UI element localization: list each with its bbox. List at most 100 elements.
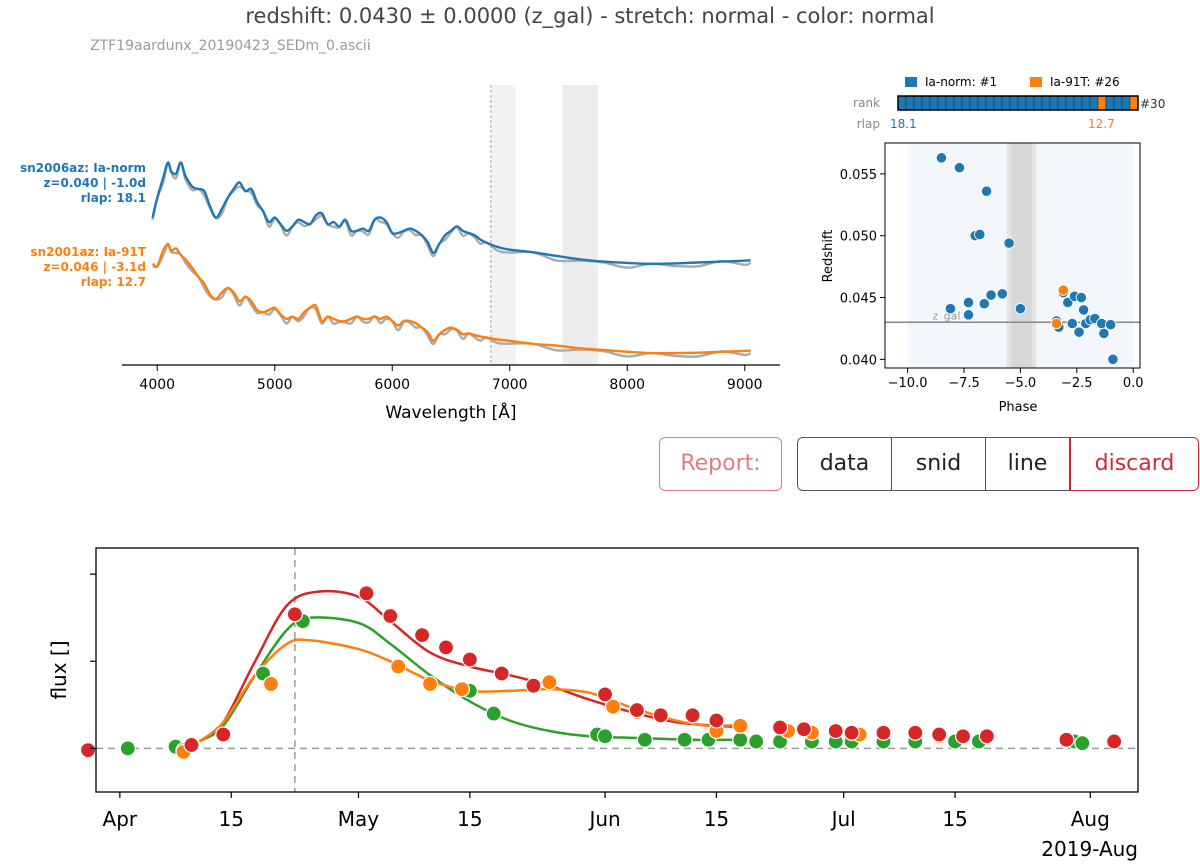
rank-cell (1033, 95, 1043, 111)
ianorm-point (935, 152, 948, 164)
snid-button[interactable]: snid (892, 437, 986, 491)
ianorm-point (944, 303, 957, 315)
ianorm-point (953, 162, 966, 174)
red-flux-point (652, 707, 669, 724)
green-flux-point (946, 733, 964, 750)
ianorm-point (1075, 291, 1087, 304)
ianorm-point (978, 298, 990, 310)
rank-end-label: #30 (1140, 97, 1165, 111)
orange-flux-point (541, 674, 558, 691)
red-flux-point (907, 724, 924, 741)
ianorm-point (962, 309, 975, 321)
discard-button[interactable]: discard (1070, 437, 1199, 491)
line-button[interactable]: line (986, 437, 1070, 491)
red-flux-point (795, 721, 813, 738)
spectrum-x-tick-label: 4000 (139, 377, 175, 393)
red-flux-point (954, 728, 972, 745)
telluric-region (492, 85, 516, 365)
red-flux-point (875, 724, 892, 741)
rank-cell (1129, 95, 1139, 111)
ianorm-point (1062, 296, 1074, 309)
phase-x-axis-label: Phase (999, 400, 1038, 415)
orange-flux-point (604, 698, 622, 715)
lightcurve-frame (95, 547, 1139, 793)
redshift-y-axis-label: Redshift (821, 230, 836, 283)
red-model-curve (198, 589, 749, 743)
legend-swatch (1030, 77, 1042, 87)
red-flux-point (771, 719, 789, 736)
report-label[interactable]: Report: (659, 437, 782, 491)
green-flux-point (596, 728, 614, 745)
ianorm-point (996, 288, 1008, 300)
green-flux-point (970, 733, 988, 750)
rank-cell (1049, 95, 1059, 111)
green-flux-point (843, 733, 860, 750)
data-button[interactable]: data (797, 437, 892, 491)
rank-cell (953, 95, 963, 111)
green-flux-point (732, 731, 749, 748)
red-flux-point (1106, 733, 1123, 750)
red-flux-point (414, 627, 431, 644)
ianorm-point (1068, 290, 1081, 302)
orange-flux-point (931, 728, 948, 745)
red-flux-point (827, 722, 844, 740)
rank-cell (945, 95, 955, 111)
ianorm-point (1077, 304, 1090, 316)
red-flux-point (931, 726, 948, 743)
rank-cell (977, 95, 987, 111)
rank-cell (1097, 95, 1107, 111)
rank-cell (1113, 95, 1123, 111)
phase-x-tick-label: −7.5 (948, 376, 980, 391)
rank-cell (961, 95, 971, 111)
redshift-phase-panel: Ia-norm: #1 Ia-91T: #26 rank #30 rlap 18.1 12.… (821, 75, 1165, 415)
ianorm-point (1050, 315, 1063, 327)
legend-swatch (905, 77, 917, 87)
ianorm-point (1003, 237, 1015, 249)
red-flux-point (628, 701, 645, 719)
green-flux-point (119, 740, 136, 757)
phase-plot-frame (884, 142, 1141, 369)
ia91t-point (1057, 284, 1069, 296)
ianorm-point (1089, 312, 1101, 325)
ianorm-point (1107, 353, 1119, 365)
ia91t-point (1050, 317, 1063, 330)
spectrum-filename: ZTF19aardunx_20190423_SEDm_0.ascii (90, 38, 371, 54)
rank-cell (985, 95, 995, 111)
rank-cell (905, 95, 915, 111)
red-flux-point (843, 724, 860, 741)
rank-cell (913, 95, 923, 111)
rank-cell (1105, 95, 1115, 111)
spectrum-x-tick-label: 7000 (492, 377, 528, 393)
rank-cell (1017, 95, 1027, 111)
green-flux-point (875, 733, 892, 750)
date-x-tick-label: 15 (457, 807, 482, 831)
rank-cell (1073, 95, 1083, 111)
redshift-y-tick-label: 0.040 (840, 353, 877, 368)
rank-cell (1025, 95, 1035, 111)
green-flux-point (771, 733, 789, 750)
date-x-tick-label: 15 (942, 807, 967, 831)
red-flux-point (684, 707, 701, 724)
template-spectrum-line (151, 161, 751, 266)
template-label: sn2001az: Ia-91T (30, 245, 146, 259)
ianorm-point (1053, 321, 1065, 333)
green-flux-point (748, 733, 765, 750)
orange-flux-point (851, 726, 868, 743)
phase-shade (1011, 143, 1032, 368)
rank-cell (1089, 95, 1099, 111)
date-x-tick-label: Jul (830, 807, 856, 831)
rank-cell (1121, 95, 1131, 111)
phase-x-tick-label: −2.5 (1061, 376, 1093, 391)
observed-spectrum-line (152, 243, 752, 358)
spectrum-x-tick-label: 8000 (609, 377, 645, 393)
green-model-curve (198, 616, 741, 743)
redshift-y-tick-label: 0.055 (840, 168, 877, 183)
date-x-tick-label: Jun (587, 807, 620, 831)
rank-cell (993, 95, 1003, 111)
rlap-value: 12.7 (1088, 117, 1115, 131)
orange-flux-point (453, 681, 470, 698)
date-x-tick-label: May (338, 807, 380, 831)
rank-cell (921, 95, 931, 111)
ianorm-point (1080, 317, 1092, 330)
template-label: rlap: 18.1 (81, 191, 146, 205)
